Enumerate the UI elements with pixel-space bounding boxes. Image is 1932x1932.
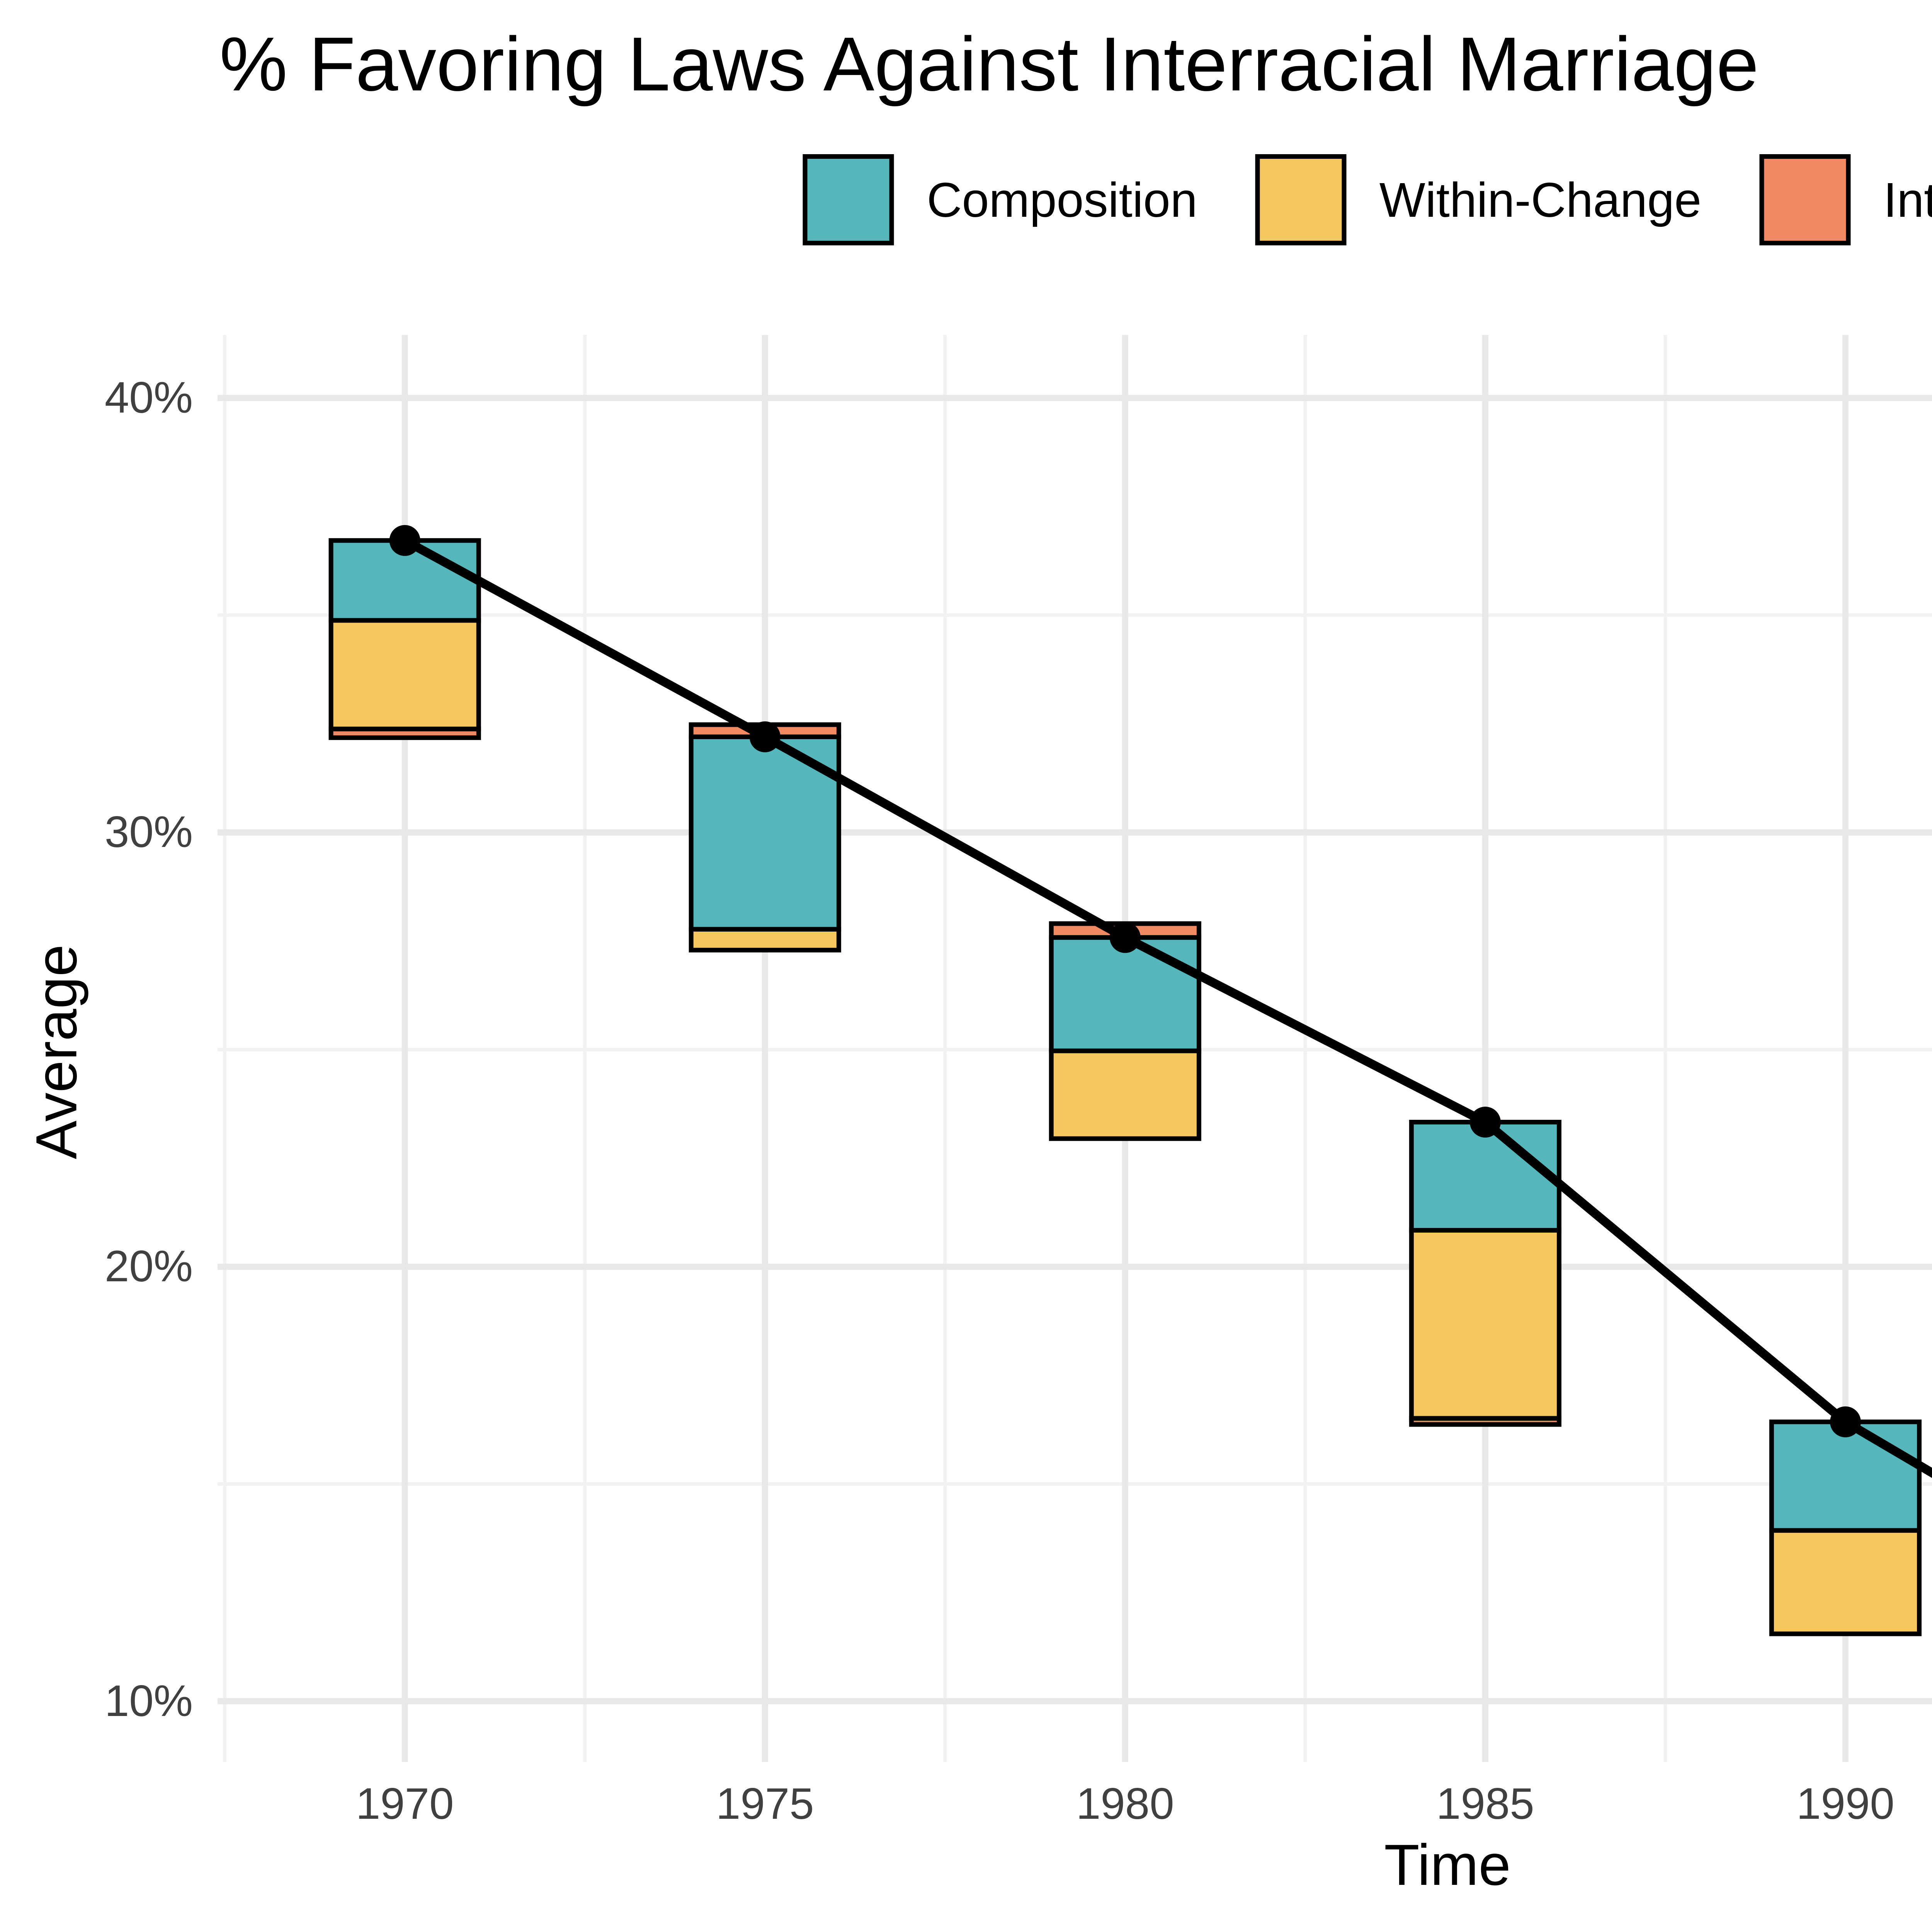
data-point [1830, 1406, 1861, 1437]
y-tick-label: 10% [104, 1676, 193, 1726]
legend-label: Composition [927, 172, 1197, 227]
y-tick-label: 20% [104, 1242, 193, 1291]
data-point [1469, 1107, 1501, 1138]
bar-segment-composition [1409, 1120, 1561, 1233]
x-tick-label: 1985 [1436, 1779, 1534, 1828]
bar-segment-within-change [689, 927, 841, 952]
bar-segment-composition [1769, 1419, 1922, 1533]
legend-label: Within-Change [1379, 172, 1702, 227]
legend-swatch-composition [803, 154, 894, 245]
legend-item-interaction: Interaction [1759, 154, 1932, 245]
y-axis-title: Average [24, 944, 89, 1159]
bar-segment-interaction [328, 726, 481, 740]
chart-title: % Favoring Laws Against Interracial Marr… [219, 21, 1759, 107]
bar-segment-within-change [1769, 1528, 1922, 1636]
y-tick-label: 30% [104, 808, 193, 857]
legend-swatch-interaction [1759, 154, 1851, 245]
bar-segment-within-change [1409, 1228, 1561, 1421]
legend-swatch-within-change [1255, 154, 1347, 245]
x-tick-label: 1980 [1076, 1779, 1174, 1828]
data-point [1109, 922, 1141, 953]
legend-item-within-change: Within-Change [1255, 154, 1701, 245]
legend: Composition Within-Change Interaction [803, 154, 1932, 245]
legend-label: Interaction [1883, 172, 1932, 227]
data-point [749, 721, 781, 752]
data-point [389, 525, 420, 556]
legend-item-composition: Composition [803, 154, 1197, 245]
x-tick-label: 1970 [355, 1779, 454, 1828]
y-tick-label: 40% [104, 373, 193, 422]
bar-segment-interaction [1409, 1416, 1561, 1427]
x-tick-label: 1990 [1796, 1779, 1895, 1828]
x-axis-title: Time [1384, 1832, 1511, 1897]
bar-segment-within-change [328, 618, 481, 731]
bar-segment-within-change [1049, 1048, 1201, 1141]
bar-segment-composition [1049, 935, 1201, 1053]
x-tick-label: 1975 [716, 1779, 814, 1828]
